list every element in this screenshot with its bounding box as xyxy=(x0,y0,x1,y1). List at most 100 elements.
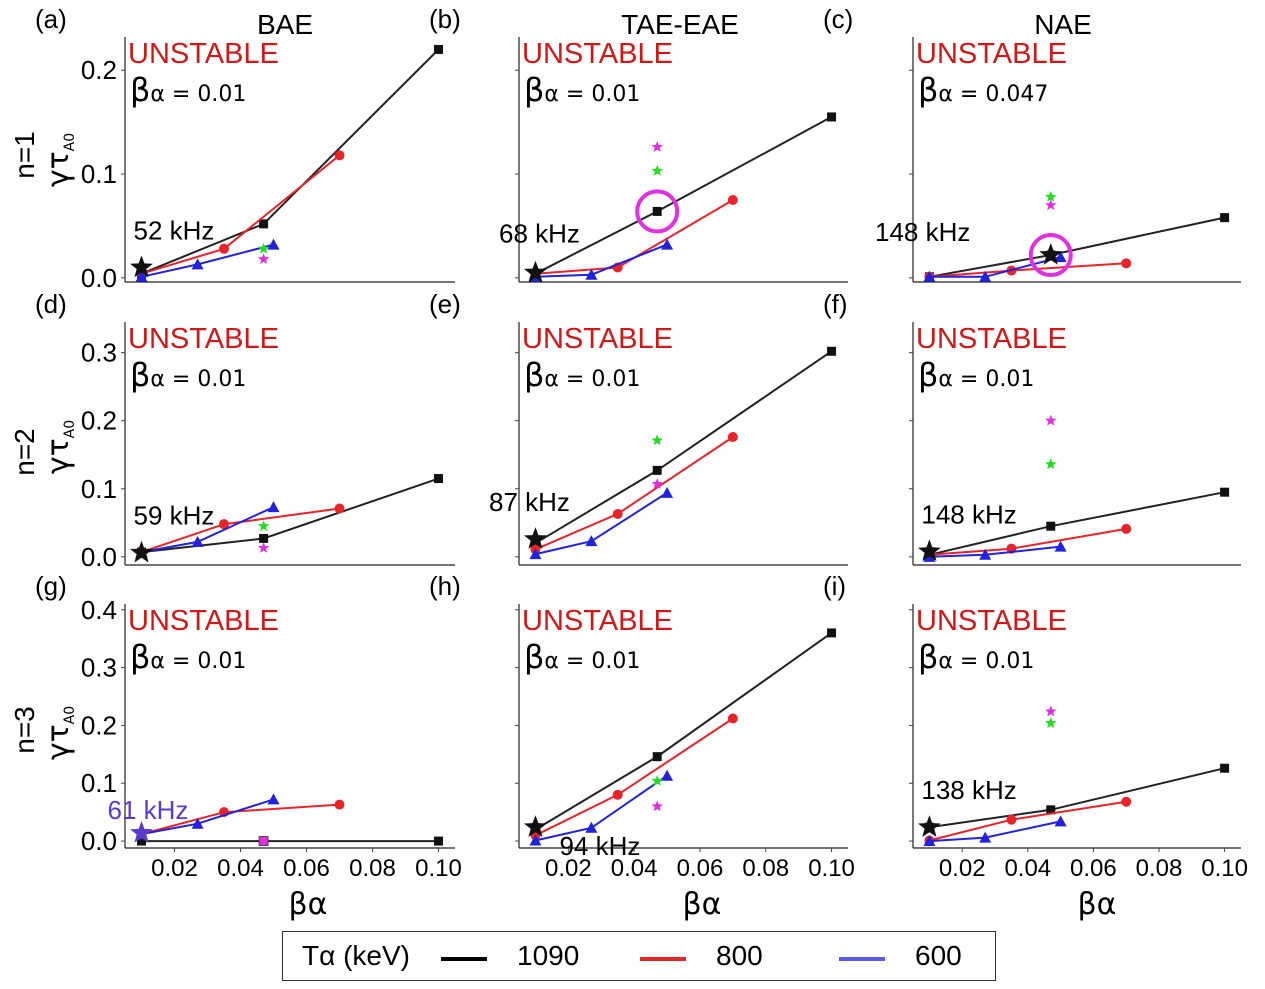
y-axis-symbol: γτ xyxy=(41,438,76,474)
column-title-nae: NAE xyxy=(1034,9,1092,40)
point-800 xyxy=(334,799,345,810)
point-600 xyxy=(979,548,992,560)
x-tick-label: 0.04 xyxy=(217,855,264,882)
x-tick-label: 0.08 xyxy=(742,855,789,882)
x-tick-label: 0.02 xyxy=(939,855,986,882)
frequency-star xyxy=(524,527,547,549)
column-title-tae-eae: TAE-EAE xyxy=(621,9,739,40)
x-axis-label-col2: βα xyxy=(683,887,722,922)
point-1090 xyxy=(652,465,662,475)
y-tick-label: 0.0 xyxy=(81,263,117,293)
point-600 xyxy=(135,270,148,282)
point-800 xyxy=(219,519,229,530)
point-600 xyxy=(585,821,598,833)
unstable-label: UNSTABLE xyxy=(916,38,1067,70)
point-600 xyxy=(661,238,674,250)
frequency-label: 59 kHz xyxy=(134,501,215,531)
y-tick-label: 0.1 xyxy=(81,159,117,189)
y-tick-label: 0.1 xyxy=(81,768,117,798)
point-800 xyxy=(1006,814,1017,825)
series-line-600 xyxy=(141,243,274,278)
highlight-circle xyxy=(635,189,680,234)
unstable-label: UNSTABLE xyxy=(522,38,673,70)
x-tick-label: 0.04 xyxy=(1004,855,1051,882)
y-axis-label-row2: γτA0 xyxy=(41,420,78,474)
beta-label: βα = 0.01 xyxy=(130,71,246,109)
point-1090 xyxy=(434,836,443,846)
frequency-star xyxy=(130,255,153,278)
x-tick-label: 0.10 xyxy=(1201,855,1248,882)
point-600 xyxy=(979,270,992,282)
beta-symbol: β xyxy=(130,71,150,109)
point-600 xyxy=(529,834,542,846)
legend-label-600: 600 xyxy=(915,940,962,971)
y-tick-label: 0.0 xyxy=(81,826,117,856)
green-star xyxy=(1045,190,1057,202)
beta-label: βα = 0.01 xyxy=(524,71,640,109)
point-600 xyxy=(585,268,598,280)
y-axis-subscript: A0 xyxy=(62,133,78,151)
point-800 xyxy=(727,432,738,443)
x-tick-label: 0.06 xyxy=(283,855,330,882)
legend-label-1090: 1090 xyxy=(517,940,580,971)
point-600 xyxy=(1054,251,1067,263)
x-tick-label: 0.10 xyxy=(808,855,855,882)
frequency-star xyxy=(130,540,153,563)
series-line-800 xyxy=(929,800,1127,842)
beta-label: βα = 0.047 xyxy=(918,71,1048,109)
frequency-label: 61 kHz xyxy=(108,795,189,825)
magenta-star xyxy=(1045,705,1057,717)
magenta-star xyxy=(257,542,270,553)
row-label-n1: n=1 xyxy=(9,131,40,179)
x-tick-label: 0.06 xyxy=(677,855,724,882)
frequency-label: 148 kHz xyxy=(921,499,1016,529)
point-600 xyxy=(267,238,280,250)
point-800 xyxy=(334,503,345,514)
beta-subscript: α = 0.01 xyxy=(544,82,640,107)
green-star xyxy=(1045,717,1057,728)
beta-subscript: α = 0.047 xyxy=(938,82,1048,107)
green-star xyxy=(651,774,663,786)
point-1090 xyxy=(827,112,837,122)
point-1090 xyxy=(652,752,662,762)
unstable-label: UNSTABLE xyxy=(128,605,279,637)
green-star xyxy=(1045,458,1057,470)
magenta-star xyxy=(1045,414,1057,426)
panel-label: (c) xyxy=(823,4,853,34)
panel-label: (a) xyxy=(35,4,67,34)
y-tick-label: 0.2 xyxy=(81,406,117,436)
unstable-label: UNSTABLE xyxy=(128,38,279,70)
x-axis-label-col1: βα xyxy=(289,887,328,922)
column-title-bae: BAE xyxy=(257,9,313,40)
point-1090 xyxy=(652,206,662,216)
panel-g: 0.0 0.1 0.2 0.3 0.4 0.02 0.04 0.06 0.08 0.10 (g) UN… xyxy=(35,571,462,882)
point-800 xyxy=(612,789,623,800)
frequency-label: 148 kHz xyxy=(875,217,970,247)
beta-label: βα = 0.01 xyxy=(524,356,640,394)
point-1090 xyxy=(1220,763,1230,773)
point-1090 xyxy=(827,346,837,356)
point-1090 xyxy=(1220,487,1230,497)
unstable-label: UNSTABLE xyxy=(128,323,279,355)
beta-subscript: α = 0.01 xyxy=(544,367,640,392)
series-line-1090 xyxy=(929,216,1225,278)
svg-text:γτA0: γτA0 xyxy=(41,706,78,760)
beta-subscript: α = 0.01 xyxy=(150,82,246,107)
point-800 xyxy=(727,194,738,205)
point-600 xyxy=(1054,540,1067,552)
series-line-800 xyxy=(535,717,734,837)
unstable-label: UNSTABLE xyxy=(916,605,1067,637)
point-600 xyxy=(267,793,280,805)
series-line-1090 xyxy=(535,116,832,275)
beta-symbol: β xyxy=(130,356,150,394)
legend-swatch-1090 xyxy=(441,957,487,961)
point-1090 xyxy=(259,533,269,543)
point-1090 xyxy=(1220,213,1230,223)
point-1090 xyxy=(137,836,146,846)
